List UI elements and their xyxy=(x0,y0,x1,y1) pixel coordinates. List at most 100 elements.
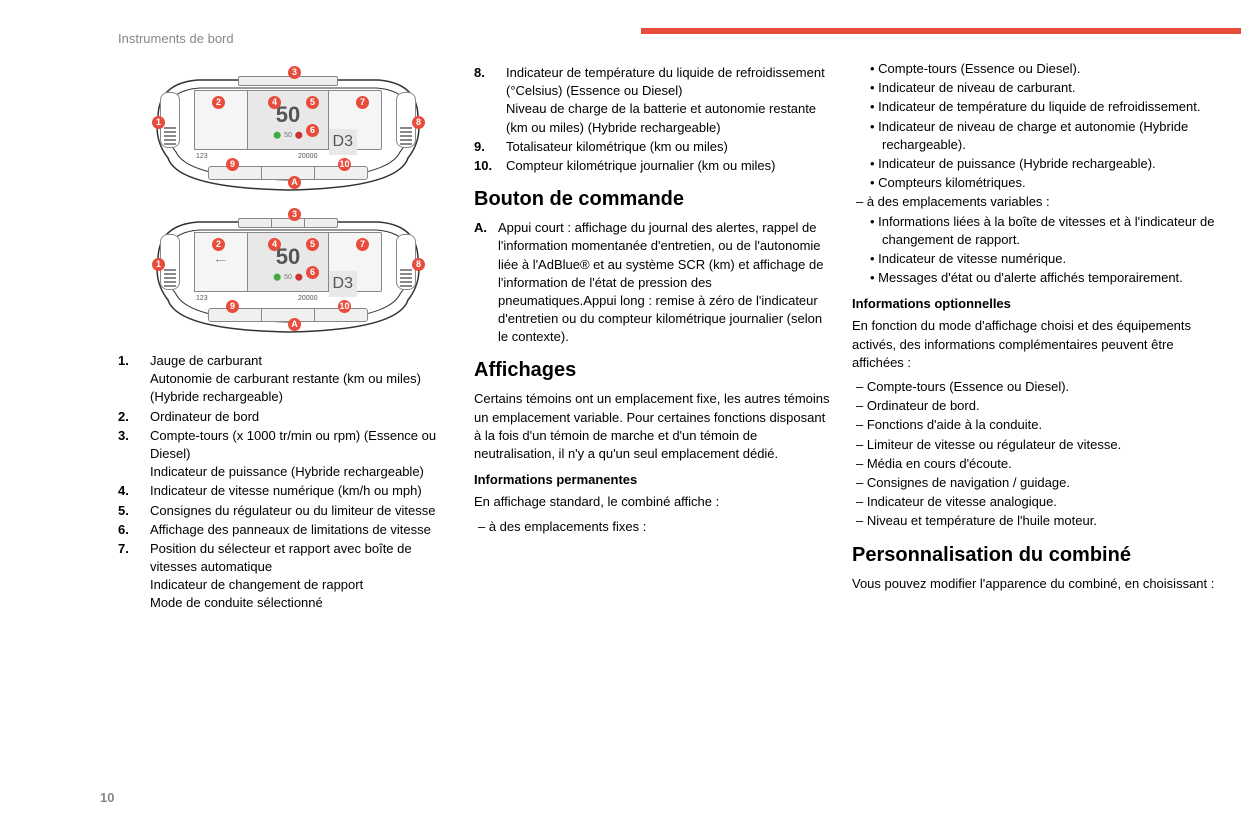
list-item-text: Affichage des panneaux de limitations de… xyxy=(150,521,454,539)
gear-indicator: D3 xyxy=(329,129,357,155)
list-item-text: Compte-tours (x 1000 tr/min ou rpm) (Ess… xyxy=(150,427,454,482)
list-item: Compte-tours (Essence ou Diesel). xyxy=(852,378,1228,396)
odo-left: 123 xyxy=(196,152,208,162)
list-item: Niveau et température de l'huile moteur. xyxy=(852,512,1228,530)
callout-4: 4 xyxy=(268,238,281,251)
list-item: Indicateur de niveau de carburant. xyxy=(852,79,1228,97)
list-item: Compte-tours (Essence ou Diesel). xyxy=(852,60,1228,78)
list-item: Indicateur de vitesse numérique. xyxy=(852,250,1228,268)
callout-8: 8 xyxy=(412,258,425,271)
odo-right: 20000 xyxy=(298,294,317,304)
callout-5: 5 xyxy=(306,238,319,251)
list-item-number: 1. xyxy=(118,352,150,407)
list-item: 6.Affichage des panneaux de limitations … xyxy=(118,521,454,539)
screen-right-panel: D3 xyxy=(328,90,382,150)
page-header: Instruments de bord xyxy=(118,30,234,48)
list-item-text: Jauge de carburantAutonomie de carburant… xyxy=(150,352,454,407)
list-item: 8.Indicateur de température du liquide d… xyxy=(474,64,832,137)
callout-A: A xyxy=(288,318,301,331)
list-item: A.Appui court : affichage du journal des… xyxy=(474,219,832,346)
list-item: Indicateur de vitesse analogique. xyxy=(852,493,1228,511)
list-item-number: 4. xyxy=(118,482,150,500)
list-item-number: 2. xyxy=(118,408,150,426)
personnalisation-text: Vous pouvez modifier l'apparence du comb… xyxy=(852,575,1228,593)
list-item-text: Ordinateur de bord xyxy=(150,408,454,426)
list-item: Informations liées à la boîte de vitesse… xyxy=(852,213,1228,249)
list-item: Consignes de navigation / guidage. xyxy=(852,474,1228,492)
instrument-diagram-1: 50 ⬤50⬤ D3 123 20000 32457168910A xyxy=(138,68,438,198)
callout-2: 2 xyxy=(212,96,225,109)
list-item: Ordinateur de bord. xyxy=(852,397,1228,415)
legend-list-1-7: 1.Jauge de carburantAutonomie de carbura… xyxy=(118,352,454,613)
column-2: 8.Indicateur de température du liquide d… xyxy=(474,60,832,614)
speed-sub-icons: ⬤50⬤ xyxy=(273,273,302,283)
list-item: 1.Jauge de carburantAutonomie de carbura… xyxy=(118,352,454,407)
info-opt-text: En fonction du mode d'affichage choisi e… xyxy=(852,317,1228,372)
subhead-info-perm: Informations permanentes xyxy=(474,471,832,489)
callout-1: 1 xyxy=(152,116,165,129)
list-item-number: 6. xyxy=(118,521,150,539)
list-item-number: A. xyxy=(474,219,498,346)
callout-5: 5 xyxy=(306,96,319,109)
callout-6: 6 xyxy=(306,266,319,279)
list-item: Indicateur de puissance (Hybride recharg… xyxy=(852,155,1228,173)
bouton-list: A.Appui court : affichage du journal des… xyxy=(474,219,832,346)
variable-locations-dash: à des emplacements variables : xyxy=(852,193,1228,211)
callout-10: 10 xyxy=(338,300,351,313)
info-opt-list: Compte-tours (Essence ou Diesel).Ordinat… xyxy=(852,378,1228,531)
list-item-text: Indicateur de température du liquide de … xyxy=(506,64,832,137)
info-perm-text: En affichage standard, le combiné affich… xyxy=(474,493,832,511)
callout-7: 7 xyxy=(356,238,369,251)
top-strip xyxy=(238,218,338,228)
callout-7: 7 xyxy=(356,96,369,109)
list-item: à des emplacements fixes : xyxy=(474,518,832,536)
list-item-text: Indicateur de vitesse numérique (km/h ou… xyxy=(150,482,454,500)
legend-list-8-10: 8.Indicateur de température du liquide d… xyxy=(474,64,832,175)
odo-right: 20000 xyxy=(298,152,317,162)
list-item: 9.Totalisateur kilométrique (km ou miles… xyxy=(474,138,832,156)
callout-9: 9 xyxy=(226,300,239,313)
heading-affichages: Affichages xyxy=(474,356,832,384)
list-item: Limiteur de vitesse ou régulateur de vit… xyxy=(852,436,1228,454)
callout-4: 4 xyxy=(268,96,281,109)
callout-9: 9 xyxy=(226,158,239,171)
odo-left: 123 xyxy=(196,294,208,304)
content-columns: 50 ⬤50⬤ D3 123 20000 32457168910A ⟵ 50 ⬤ xyxy=(118,60,1241,614)
instrument-diagram-2: ⟵ 50 ⬤50⬤ D3 123 20000 32457168910A xyxy=(138,210,438,340)
callout-8: 8 xyxy=(412,116,425,129)
list-item: Messages d'état ou d'alerte affichés tem… xyxy=(852,269,1228,287)
list-item: Média en cours d'écoute. xyxy=(852,455,1228,473)
list-item: Indicateur de niveau de charge et autono… xyxy=(852,118,1228,154)
list-item: 3.Compte-tours (x 1000 tr/min ou rpm) (E… xyxy=(118,427,454,482)
subhead-info-opt: Informations optionnelles xyxy=(852,295,1228,313)
list-item-text: Totalisateur kilométrique (km ou miles) xyxy=(506,138,832,156)
list-item: 5.Consignes du régulateur ou du limiteur… xyxy=(118,502,454,520)
heading-bouton: Bouton de commande xyxy=(474,185,832,213)
list-item-number: 10. xyxy=(474,157,506,175)
list-item-number: 8. xyxy=(474,64,506,137)
info-perm-dash-list: à des emplacements fixes : xyxy=(474,518,832,536)
list-item: 7.Position du sélecteur et rapport avec … xyxy=(118,540,454,613)
page-number: 10 xyxy=(100,789,114,807)
list-item-text: Compteur kilométrique journalier (km ou … xyxy=(506,157,832,175)
heading-personnalisation: Personnalisation du combiné xyxy=(852,541,1228,569)
callout-A: A xyxy=(288,176,301,189)
column-3: Compte-tours (Essence ou Diesel).Indicat… xyxy=(852,60,1228,614)
list-item: Compteurs kilométriques. xyxy=(852,174,1228,192)
list-item-number: 3. xyxy=(118,427,150,482)
list-item: 4.Indicateur de vitesse numérique (km/h … xyxy=(118,482,454,500)
callout-6: 6 xyxy=(306,124,319,137)
dash-variable: à des emplacements variables : xyxy=(852,193,1228,211)
list-item: 10.Compteur kilométrique journalier (km … xyxy=(474,157,832,175)
variable-locations-bullets: Informations liées à la boîte de vitesse… xyxy=(852,213,1228,288)
list-item-number: 9. xyxy=(474,138,506,156)
callout-3: 3 xyxy=(288,66,301,79)
callout-1: 1 xyxy=(152,258,165,271)
list-item-number: 5. xyxy=(118,502,150,520)
screen-right-panel: D3 xyxy=(328,232,382,292)
callout-2: 2 xyxy=(212,238,225,251)
list-item: Fonctions d'aide à la conduite. xyxy=(852,416,1228,434)
list-item-text: Consignes du régulateur ou du limiteur d… xyxy=(150,502,454,520)
header-accent-bar xyxy=(641,28,1241,34)
callout-3: 3 xyxy=(288,208,301,221)
